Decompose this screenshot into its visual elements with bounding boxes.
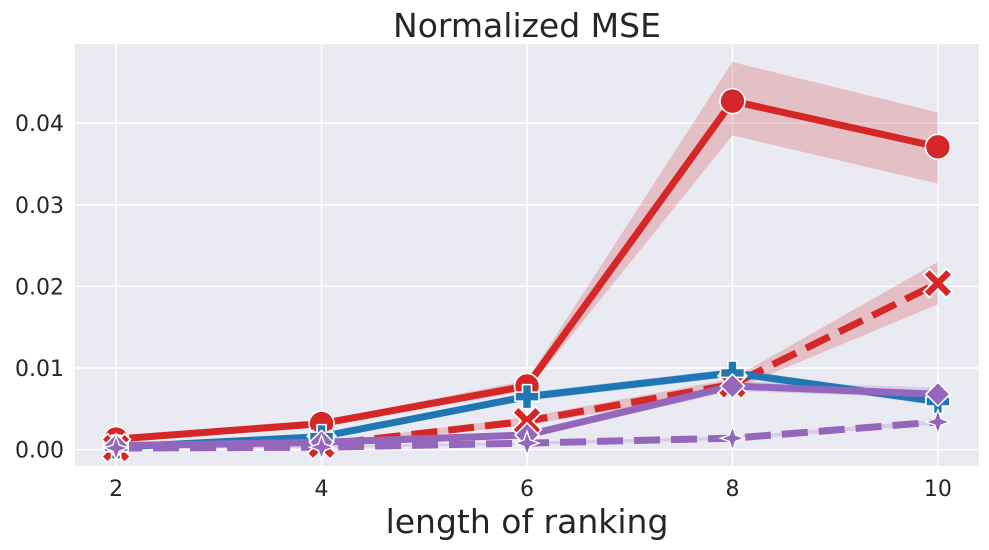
markers-series-0 xyxy=(102,87,952,453)
star-marker-0 xyxy=(102,433,131,463)
x-tick-label: 10 xyxy=(924,477,952,502)
diamond-marker-3 xyxy=(719,372,746,400)
y-tick-label: 0.04 xyxy=(15,112,64,137)
star-marker-2 xyxy=(512,429,542,458)
y-tick-label: 0.03 xyxy=(15,194,64,219)
x-tick-label: 6 xyxy=(520,477,534,502)
x-tick-label: 2 xyxy=(109,477,123,502)
markers-series-4 xyxy=(102,407,952,463)
chart-title: Normalized MSE xyxy=(393,6,661,45)
x-axis-label: length of ranking xyxy=(386,502,669,541)
x-marker-cross xyxy=(924,270,952,297)
star-marker-4 xyxy=(923,407,952,436)
x-marker-2 xyxy=(511,405,543,437)
x-marker-cross xyxy=(513,408,541,435)
star-marker-3 xyxy=(718,424,747,453)
x-tick-label: 4 xyxy=(315,477,329,502)
y-tick-label: 0.00 xyxy=(15,439,64,464)
x-tick-label: 8 xyxy=(725,477,739,502)
star-marker-1 xyxy=(307,433,336,462)
series-markers xyxy=(100,87,954,464)
diamond-marker-4 xyxy=(924,381,952,408)
y-tick-label: 0.02 xyxy=(15,275,64,300)
plus-marker-2 xyxy=(514,383,540,410)
band-series-0 xyxy=(116,62,938,441)
x-marker-4 xyxy=(922,267,954,299)
band-series-1 xyxy=(116,261,938,449)
y-tick-labels: 0.00 0.01 0.02 0.03 0.04 xyxy=(15,112,64,463)
circle-marker-4 xyxy=(924,133,952,161)
x-tick-labels: 2 4 6 8 10 xyxy=(109,477,952,502)
y-tick-label: 0.01 xyxy=(15,357,64,382)
circle-marker-3 xyxy=(719,87,746,115)
